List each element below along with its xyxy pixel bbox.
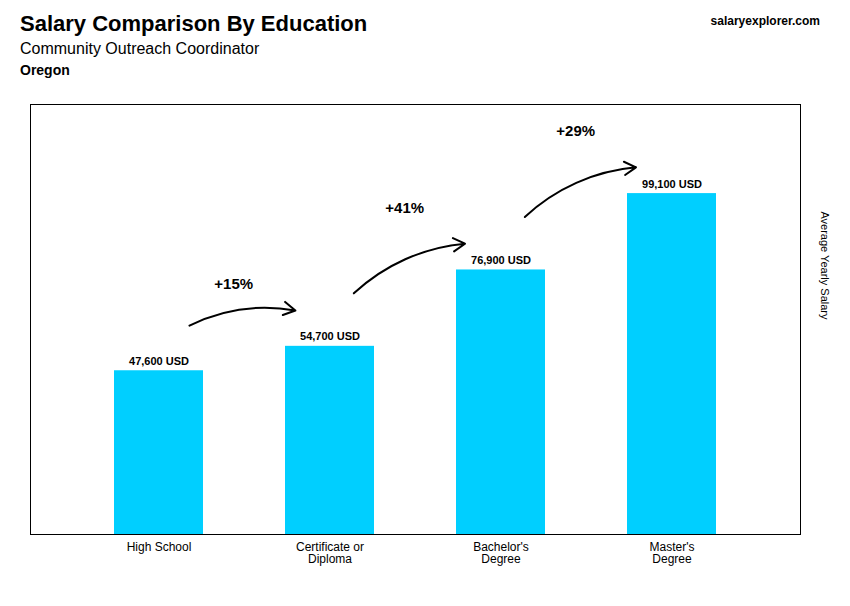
svg-text:Average Yearly Salary: Average Yearly Salary (819, 211, 831, 320)
svg-text:76,900 USD: 76,900 USD (471, 254, 531, 266)
html-text:Community Outreach Coordinator: Community Outreach Coordinator (20, 40, 260, 57)
svg-text:Master'sDegree: Master'sDegree (650, 540, 695, 566)
svg-text:47,600 USD: 47,600 USD (129, 355, 189, 367)
html-text:Oregon: Oregon (20, 62, 70, 78)
svg-text:+15%: +15% (214, 275, 253, 292)
svg-text:54,700 USD: 54,700 USD (300, 330, 360, 342)
svg-text:+29%: +29% (556, 122, 595, 139)
svg-text:Bachelor'sDegree: Bachelor'sDegree (473, 540, 529, 566)
svg-text:Certificate orDiploma: Certificate orDiploma (296, 540, 364, 566)
svg-text:High School: High School (127, 540, 192, 554)
svg-text:+41%: +41% (385, 199, 424, 216)
svg-text:99,100 USD: 99,100 USD (642, 178, 702, 190)
html-text:salaryexplorer.com: salaryexplorer.com (710, 14, 820, 28)
html-text:Salary Comparison By Education: Salary Comparison By Education (20, 11, 368, 36)
